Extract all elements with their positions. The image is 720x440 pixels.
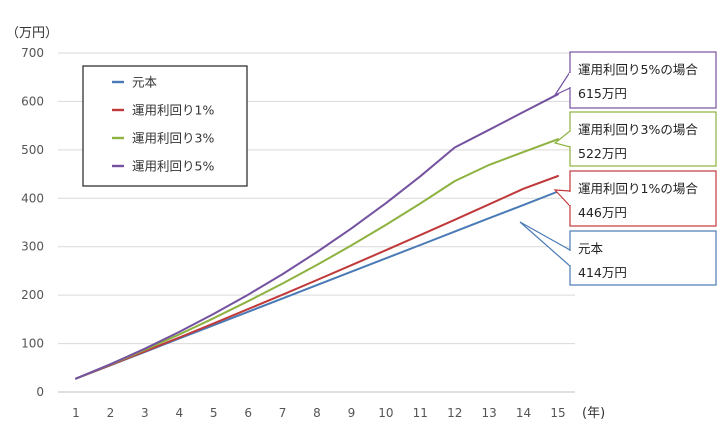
callout: 運用利回り1%の場合 446万円: [553, 170, 717, 227]
y-tick-label: 600: [21, 94, 44, 108]
x-tick-label: 15: [550, 406, 565, 420]
callout-box: [569, 170, 717, 227]
x-tick-label: 4: [175, 406, 183, 420]
x-tick-label: 14: [516, 406, 531, 420]
y-tick-label: 200: [21, 288, 44, 302]
x-tick-label: 12: [447, 406, 462, 420]
callout: 元本 414万円: [519, 221, 717, 286]
callout-box: [569, 111, 717, 167]
x-tick-label: 11: [413, 406, 428, 420]
callout-value: 446万円: [578, 205, 627, 220]
y-tick-label: 700: [21, 46, 44, 60]
callout-title: 運用利回り5%の場合: [578, 62, 698, 77]
callout-value: 615万円: [578, 86, 627, 101]
callout-box: [569, 51, 717, 109]
callout-value: 414万円: [578, 265, 627, 280]
x-tick-label: 3: [141, 406, 149, 420]
callout: 運用利回り3%の場合 522万円: [553, 111, 717, 167]
x-tick-label: 8: [313, 406, 321, 420]
series-layer: [75, 93, 559, 380]
y-tick-label: 500: [21, 143, 44, 157]
y-tick-label: 400: [21, 191, 44, 205]
x-tick-label: 6: [244, 406, 252, 420]
callout-pointer: [519, 221, 571, 268]
y-tick-label: 0: [36, 385, 44, 399]
x-tick-label: 13: [482, 406, 497, 420]
callout-pointer: [553, 69, 571, 97]
callout-value: 522万円: [578, 146, 627, 161]
callout-title: 元本: [578, 241, 604, 256]
x-tick-label: 10: [378, 406, 393, 420]
legend-label: 運用利回り5%: [132, 159, 214, 174]
callout-title: 運用利回り3%の場合: [578, 122, 698, 137]
callout: 運用利回り5%の場合 615万円: [553, 51, 717, 109]
x-tick-label: 7: [279, 406, 287, 420]
x-tick-label: 5: [210, 406, 218, 420]
y-unit-label: （万円）: [6, 26, 58, 41]
x-tick-label: 9: [348, 406, 356, 420]
y-tick-label: 300: [21, 240, 44, 254]
x-tick-label: 2: [107, 406, 115, 420]
legend-label: 運用利回り3%: [132, 131, 214, 146]
x-tick-label: 1: [72, 406, 80, 420]
y-tick-label: 100: [21, 337, 44, 351]
legend-label: 元本: [132, 75, 158, 90]
series-line-1: [75, 175, 559, 380]
x-unit-label: (年): [582, 406, 605, 421]
series-line-3: [75, 93, 559, 380]
callout-title: 運用利回り1%の場合: [578, 181, 698, 196]
series-line-2: [75, 138, 559, 380]
legend-box: [82, 65, 248, 187]
legend-label: 運用利回り1%: [132, 103, 214, 118]
